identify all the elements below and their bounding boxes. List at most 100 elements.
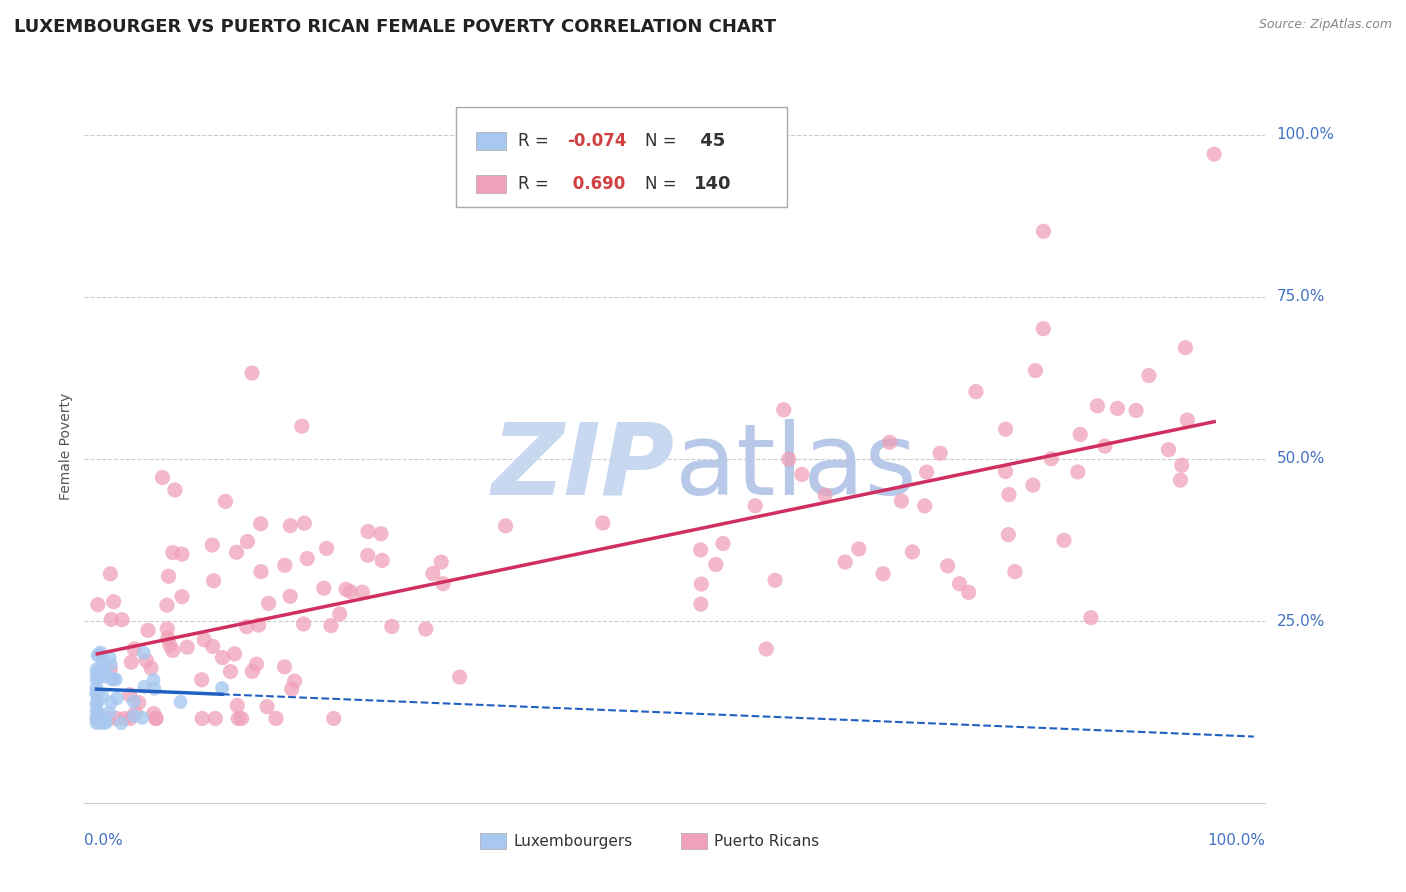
Point (118, 688, 141, 702)
Point (495, 519, 517, 533)
Point (755, 642, 778, 657)
Point (422, 566, 444, 581)
Text: Puerto Ricans: Puerto Ricans (714, 834, 818, 849)
Point (132, 646, 155, 660)
Point (105, 711, 128, 725)
Point (145, 711, 167, 725)
Point (957, 585, 980, 599)
Point (120, 655, 142, 669)
Point (1125, 403, 1147, 417)
Point (236, 620, 259, 634)
Point (87, 647, 110, 661)
Point (1032, 224, 1054, 238)
Point (122, 709, 145, 723)
FancyBboxPatch shape (477, 132, 506, 150)
Point (1175, 413, 1198, 427)
Point (315, 541, 337, 556)
Point (114, 711, 136, 725)
Point (249, 516, 271, 531)
Point (98, 662, 121, 676)
Point (430, 555, 453, 569)
Point (122, 642, 145, 657)
Point (1107, 401, 1129, 416)
FancyBboxPatch shape (457, 107, 787, 207)
Point (98, 711, 121, 725)
Point (291, 419, 314, 434)
Point (1024, 363, 1046, 377)
Point (352, 585, 374, 599)
Point (156, 632, 179, 646)
Point (136, 624, 159, 638)
Point (100, 696, 122, 710)
Point (292, 617, 315, 632)
Point (193, 632, 215, 647)
Point (339, 584, 361, 599)
Point (997, 527, 1019, 541)
Point (135, 653, 157, 667)
Point (1137, 368, 1160, 383)
Point (592, 516, 614, 530)
Text: ZIP: ZIP (492, 419, 675, 516)
Point (86, 697, 108, 711)
Point (744, 499, 766, 513)
Point (169, 695, 191, 709)
Point (143, 681, 166, 696)
Point (965, 384, 987, 399)
Point (778, 452, 800, 467)
Point (170, 590, 193, 604)
Point (93, 664, 115, 678)
Point (704, 558, 727, 572)
Point (89, 646, 111, 660)
Point (139, 661, 162, 675)
Point (86, 687, 108, 701)
Point (240, 665, 263, 679)
Text: N =: N = (645, 175, 682, 193)
Point (87, 706, 110, 720)
Point (319, 619, 342, 633)
Point (91, 662, 114, 676)
Point (284, 674, 307, 689)
Point (994, 422, 1017, 436)
Point (948, 576, 970, 591)
Point (335, 582, 357, 597)
FancyBboxPatch shape (477, 175, 506, 193)
Point (264, 711, 287, 725)
Text: 45: 45 (693, 132, 725, 150)
Point (1080, 610, 1102, 624)
Point (157, 569, 180, 583)
Point (280, 682, 302, 697)
Point (879, 435, 901, 450)
Point (201, 640, 224, 654)
Point (1157, 442, 1180, 457)
Point (86, 681, 108, 695)
Point (772, 402, 794, 417)
Point (156, 622, 179, 636)
Point (98, 650, 121, 665)
Point (110, 716, 132, 731)
Point (100, 566, 122, 581)
Point (274, 558, 297, 573)
Point (763, 574, 786, 588)
Point (1171, 458, 1194, 473)
Point (105, 691, 128, 706)
Point (211, 650, 233, 665)
Point (142, 706, 165, 721)
Point (131, 711, 153, 725)
Point (104, 673, 127, 687)
Point (848, 541, 870, 556)
Point (128, 696, 150, 710)
Point (86, 715, 108, 730)
Point (211, 681, 233, 695)
Text: LUXEMBOURGER VS PUERTO RICAN FEMALE POVERTY CORRELATION CHART: LUXEMBOURGER VS PUERTO RICAN FEMALE POVE… (14, 18, 776, 36)
Point (292, 516, 315, 531)
Point (190, 673, 212, 687)
Point (1053, 533, 1076, 548)
Point (814, 488, 837, 502)
Point (159, 638, 181, 652)
Point (111, 613, 134, 627)
Point (89, 716, 111, 731)
Point (1069, 427, 1091, 442)
Point (94, 715, 117, 730)
Point (86, 648, 108, 663)
Point (170, 547, 193, 561)
